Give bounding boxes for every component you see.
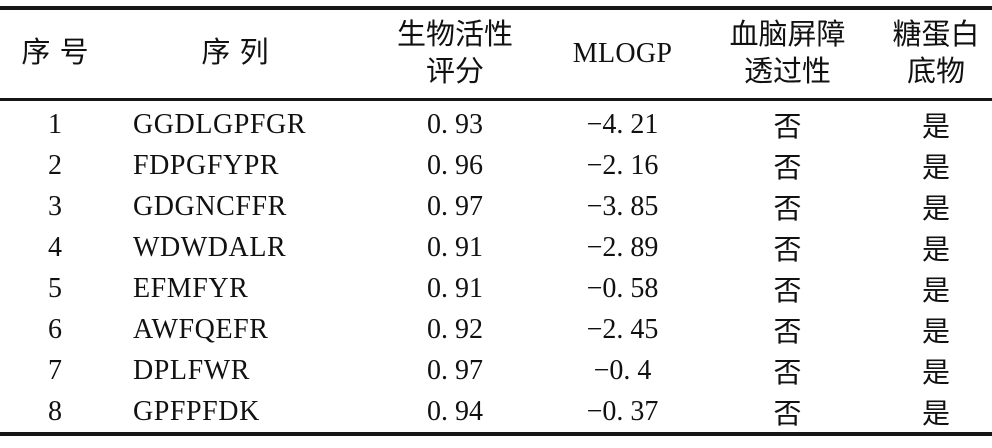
cell-mlogp: −3. 85 <box>586 190 659 222</box>
cell-index: 6 <box>48 313 62 345</box>
cell-score: 0. 92 <box>427 313 483 345</box>
column-header-sequence: 序列 <box>110 8 360 101</box>
cell-pgp: 是 <box>921 111 950 143</box>
cell-pgp: 是 <box>921 275 950 307</box>
column-header-mlogp: MLOGP <box>550 8 695 101</box>
cell-sequence: GGDLGPFGR <box>133 108 307 140</box>
table-header-row: 序号 序列 生物活性 评分 MLOGP 血脑屏障 透过性 糖蛋白 底物 <box>0 8 992 101</box>
cell-pgp: 是 <box>921 234 950 266</box>
cell-index: 7 <box>48 354 62 386</box>
cell-index: 2 <box>48 149 62 181</box>
cell-bbb: 否 <box>773 275 802 307</box>
cell-index: 3 <box>48 190 62 222</box>
cell-mlogp: −0. 58 <box>586 272 659 304</box>
cell-bbb: 否 <box>773 234 802 266</box>
cell-pgp: 是 <box>921 316 950 348</box>
column-header-bbb-permeability: 血脑屏障 透过性 <box>695 8 880 101</box>
cell-bbb: 否 <box>773 152 802 184</box>
cell-sequence: FDPGFYPR <box>133 149 280 181</box>
cell-index: 4 <box>48 231 62 263</box>
column-header-pgp-substrate: 糖蛋白 底物 <box>880 8 992 101</box>
cell-mlogp: −2. 16 <box>586 149 659 181</box>
cell-bbb: 否 <box>773 357 802 389</box>
cell-sequence: WDWDALR <box>133 231 287 263</box>
cell-index: 1 <box>48 108 62 140</box>
cell-bbb: 否 <box>773 398 802 430</box>
cell-score: 0. 96 <box>427 149 483 181</box>
table-row: 7 DPLFWR 0. 97 −0. 4 否 是 <box>0 350 992 391</box>
cell-pgp: 是 <box>921 357 950 389</box>
cell-sequence: AWFQEFR <box>133 313 269 345</box>
cell-index: 8 <box>48 395 62 427</box>
table-row: 1 GGDLGPFGR 0. 93 −4. 21 否 是 <box>0 100 992 146</box>
peptide-properties-table: 序号 序列 生物活性 评分 MLOGP 血脑屏障 透过性 糖蛋白 底物 1 GG… <box>0 6 992 436</box>
cell-score: 0. 94 <box>427 395 483 427</box>
table-row: 8 GPFPFDK 0. 94 −0. 37 否 是 <box>0 391 992 434</box>
column-header-bioactivity-score: 生物活性 评分 <box>360 8 550 101</box>
table-row: 3 GDGNCFFR 0. 97 −3. 85 否 是 <box>0 186 992 227</box>
cell-score: 0. 93 <box>427 108 483 140</box>
cell-index: 5 <box>48 272 62 304</box>
cell-score: 0. 97 <box>427 354 483 386</box>
cell-sequence: GPFPFDK <box>133 395 260 427</box>
cell-mlogp: −0. 37 <box>586 395 659 427</box>
cell-sequence: GDGNCFFR <box>133 190 287 222</box>
cell-bbb: 否 <box>773 111 802 143</box>
column-header-index: 序号 <box>0 8 110 101</box>
cell-pgp: 是 <box>921 398 950 430</box>
table-body: 1 GGDLGPFGR 0. 93 −4. 21 否 是 2 FDPGFYPR … <box>0 100 992 435</box>
cell-bbb: 否 <box>773 316 802 348</box>
cell-mlogp: −4. 21 <box>586 108 659 140</box>
cell-score: 0. 97 <box>427 190 483 222</box>
cell-pgp: 是 <box>921 152 950 184</box>
cell-mlogp: −2. 89 <box>586 231 659 263</box>
table-row: 5 EFMFYR 0. 91 −0. 58 否 是 <box>0 268 992 309</box>
cell-pgp: 是 <box>921 193 950 225</box>
cell-mlogp: −0. 4 <box>593 354 652 386</box>
table-row: 4 WDWDALR 0. 91 −2. 89 否 是 <box>0 227 992 268</box>
cell-score: 0. 91 <box>427 231 483 263</box>
cell-sequence: EFMFYR <box>133 272 249 304</box>
table-row: 6 AWFQEFR 0. 92 −2. 45 否 是 <box>0 309 992 350</box>
cell-score: 0. 91 <box>427 272 483 304</box>
cell-sequence: DPLFWR <box>133 354 250 386</box>
cell-mlogp: −2. 45 <box>586 313 659 345</box>
table-row: 2 FDPGFYPR 0. 96 −2. 16 否 是 <box>0 145 992 186</box>
cell-bbb: 否 <box>773 193 802 225</box>
